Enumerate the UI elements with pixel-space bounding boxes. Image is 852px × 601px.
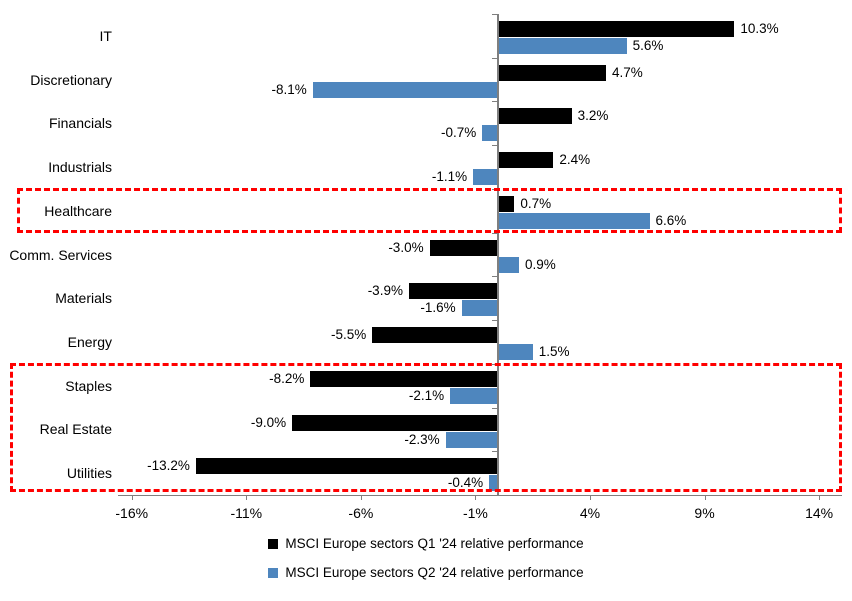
value-label: -9.0% <box>250 414 287 430</box>
value-label: 4.7% <box>612 64 643 80</box>
value-axis-tick <box>360 495 362 500</box>
q2-bar <box>498 256 519 273</box>
value-label: 10.3% <box>740 21 779 36</box>
category-label: IT <box>99 27 112 44</box>
value-axis-tick-label: -16% <box>115 505 149 521</box>
category-label: Materials <box>55 290 112 307</box>
q2-bar <box>482 125 499 142</box>
legend: MSCI Europe sectors Q1 '24 relative perf… <box>0 536 852 581</box>
value-axis-tick-label: -6% <box>348 505 374 521</box>
category-label: Staples <box>65 377 112 394</box>
q1-legend-swatch-icon <box>268 539 279 549</box>
q2-bar <box>461 300 499 317</box>
q1-bar <box>498 152 554 169</box>
category-axis-tick <box>492 320 499 322</box>
q2-bar <box>473 169 499 186</box>
value-label: -8.2% <box>269 370 305 386</box>
value-axis-tick <box>589 495 591 500</box>
category-axis-tick <box>492 145 499 147</box>
value-label: -0.7% <box>441 125 477 141</box>
category-label: Utilities <box>66 465 112 482</box>
legend-entry: MSCI Europe sectors Q1 '24 relative perf… <box>268 536 584 552</box>
category-axis-tick <box>492 14 499 15</box>
value-label: -3.9% <box>367 283 403 299</box>
category-axis-tick <box>492 101 499 103</box>
category-axis-tick <box>492 232 499 234</box>
q1-bar <box>372 327 499 344</box>
category-label: Discretionary <box>30 71 112 88</box>
q2-legend-swatch-icon <box>268 568 279 578</box>
value-axis-line <box>118 495 842 496</box>
q1-bar <box>429 239 499 256</box>
value-axis-tick-label: -1% <box>462 505 488 521</box>
healthcare-highlight <box>17 187 842 233</box>
value-label: -8.1% <box>271 81 307 97</box>
category-axis-tick <box>492 407 499 409</box>
category-axis-line <box>497 14 500 495</box>
value-axis-tick <box>704 495 706 500</box>
value-axis-tick <box>475 495 477 500</box>
q1-bar <box>292 414 499 431</box>
q2-bar <box>445 431 499 448</box>
value-label: -2.1% <box>408 387 445 403</box>
value-label: 3.2% <box>577 108 609 124</box>
q1-bar <box>310 370 499 387</box>
category-label: Energy <box>67 333 112 350</box>
category-axis-tick <box>492 451 499 453</box>
category-label: Financials <box>48 115 112 132</box>
q1-bar <box>498 21 735 37</box>
q1-bar <box>195 458 499 475</box>
q2-bar <box>498 344 533 361</box>
value-axis-tick <box>131 495 133 500</box>
q1-bar <box>408 283 499 300</box>
q1-bar <box>498 64 606 81</box>
value-label: 1.5% <box>538 344 570 360</box>
value-label: 5.6% <box>632 38 664 53</box>
q2-bar <box>489 475 499 492</box>
value-label: -3.0% <box>388 239 424 255</box>
value-axis-tick-label: 14% <box>805 505 834 521</box>
value-label: -1.1% <box>431 169 468 185</box>
value-label: -2.3% <box>404 431 440 447</box>
q2-bar <box>312 81 499 98</box>
legend-label: MSCI Europe sectors Q2 '24 relative perf… <box>285 565 584 580</box>
value-label: -13.2% <box>147 458 190 474</box>
value-axis-tick-label: 4% <box>579 505 601 521</box>
value-axis-tick <box>246 495 248 500</box>
q1-bar <box>498 108 572 125</box>
value-axis-tick-label: 9% <box>694 505 715 521</box>
value-axis-tick-label: -11% <box>230 505 263 521</box>
category-axis-tick <box>492 57 499 59</box>
value-axis-tick <box>819 495 821 500</box>
value-label: -0.4% <box>447 475 484 491</box>
q2-bar <box>450 387 499 404</box>
legend-entry: MSCI Europe sectors Q2 '24 relative perf… <box>268 565 584 581</box>
category-label: Comm. Services <box>9 246 112 263</box>
value-label: 0.9% <box>524 256 556 272</box>
value-label: 6.6% <box>655 212 687 228</box>
value-label: -1.6% <box>420 300 456 316</box>
category-label: Real Estate <box>39 421 112 438</box>
value-label: -5.5% <box>331 327 367 343</box>
category-axis-tick <box>492 276 499 278</box>
q2-bar <box>498 38 627 54</box>
legend-label: MSCI Europe sectors Q1 '24 relative perf… <box>285 536 584 551</box>
q1-bar <box>498 195 515 212</box>
q2-bar <box>498 212 650 229</box>
category-label: Industrials <box>48 159 112 176</box>
value-label: 2.4% <box>559 152 591 168</box>
value-label: 0.7% <box>520 195 552 211</box>
category-label: Healthcare <box>44 202 112 219</box>
